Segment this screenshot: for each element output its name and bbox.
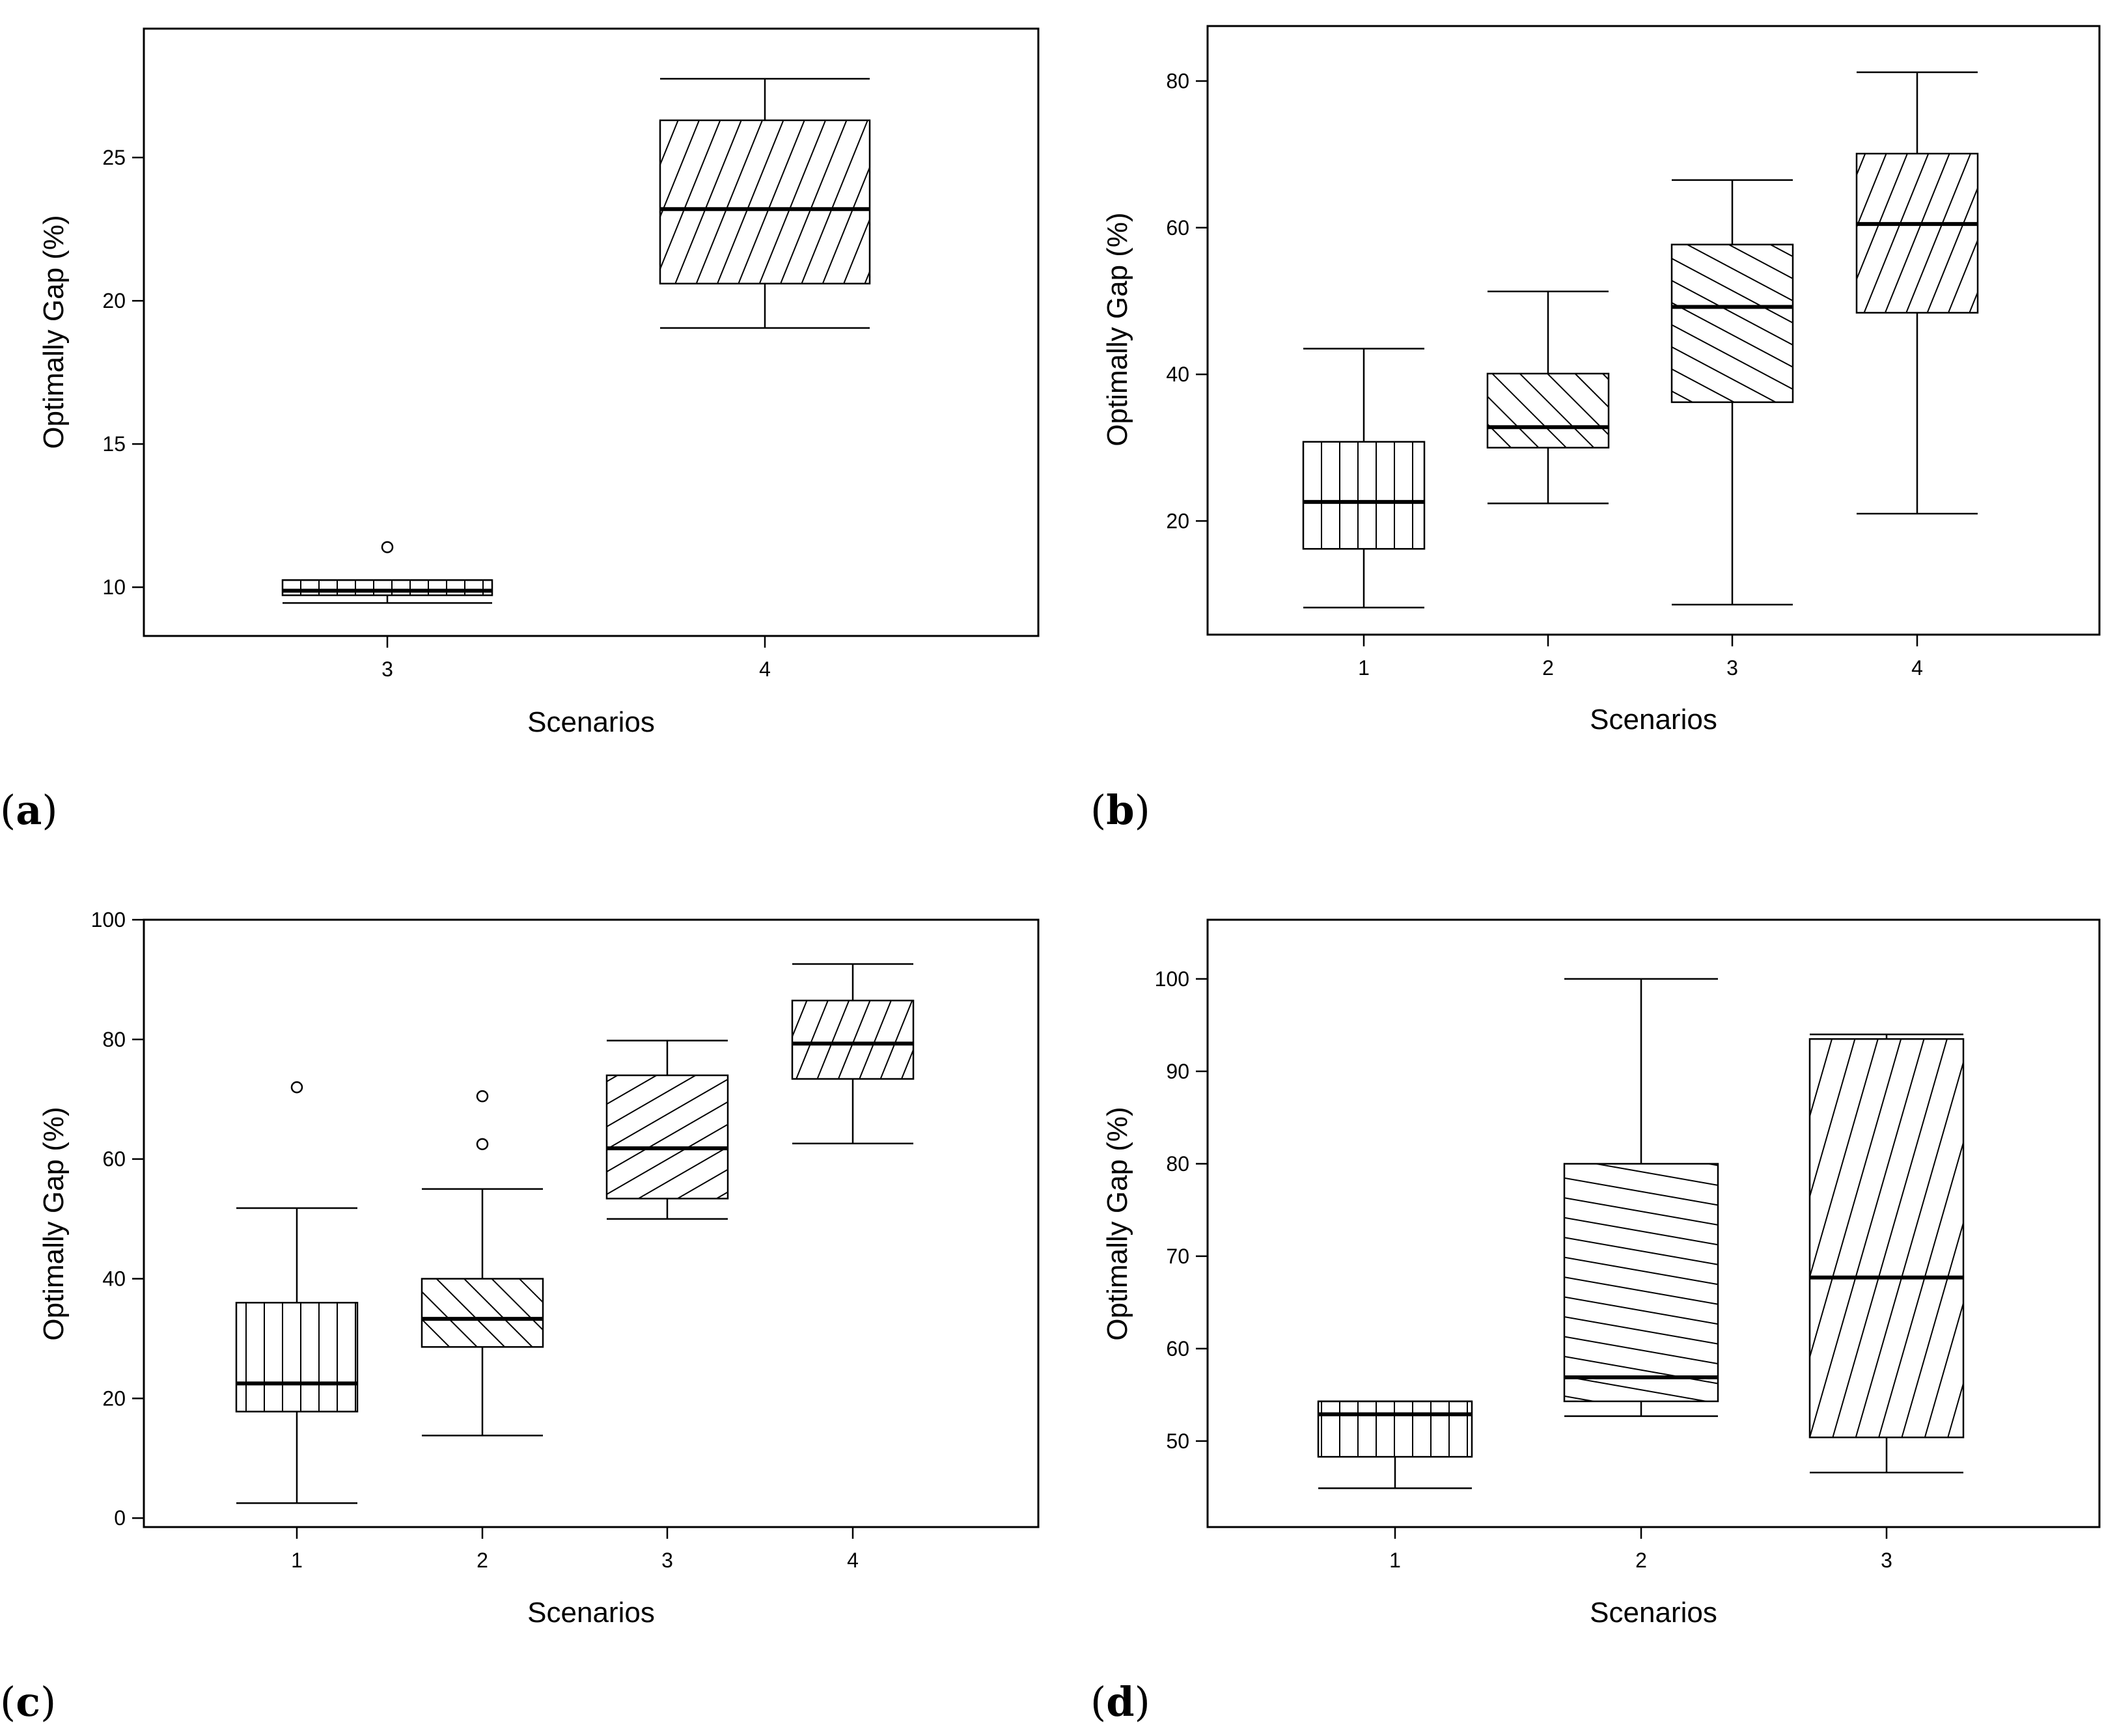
- chart-marks: 0 20 40 60 80 100 1 2 3 4: [91, 908, 915, 1572]
- y-tick-label: 80: [102, 1028, 126, 1051]
- y-tick-label: 70: [1166, 1245, 1189, 1268]
- box-iqr: [659, 119, 871, 284]
- y-tick-label: 20: [102, 1386, 126, 1410]
- panel-b: Optimally Gap (%) Scenarios (b) 20 40 60 80…: [1090, 25, 2101, 834]
- y-tick-label: 20: [102, 289, 126, 312]
- x-tick-label: 2: [477, 1549, 488, 1572]
- box-iqr: [235, 1302, 359, 1412]
- x-tick-label: 3: [381, 657, 393, 681]
- x-tick-label: 1: [291, 1549, 303, 1572]
- panel-letter: d: [1106, 1678, 1134, 1726]
- panel-a: Optimally Gap (%) Scenarios (a) 10 15 20 25…: [0, 27, 1040, 834]
- chart-marks: 20 40 60 80 1 2 3 4: [1166, 69, 1979, 680]
- x-tick-label: 2: [1542, 656, 1554, 680]
- y-tick-label: 100: [91, 908, 126, 931]
- panel-letter: b: [1106, 786, 1134, 834]
- x-tick-label: 4: [847, 1549, 859, 1572]
- outlier-point: [476, 1090, 489, 1103]
- y-axis-title: Optimally Gap (%): [38, 1107, 70, 1340]
- y-tick-label: 10: [102, 575, 126, 599]
- box-iqr: [421, 1278, 544, 1348]
- x-tick-label: 1: [1358, 656, 1370, 680]
- y-tick-label: 80: [1166, 69, 1189, 92]
- outlier-point: [381, 541, 394, 553]
- outlier-point: [476, 1138, 489, 1150]
- x-tick-label: 4: [759, 657, 771, 681]
- y-tick-label: 40: [102, 1267, 126, 1291]
- panel-label: (a): [0, 786, 58, 834]
- y-tick-label: 80: [1166, 1152, 1189, 1176]
- box-iqr: [791, 999, 915, 1080]
- x-tick-label: 3: [1881, 1549, 1892, 1572]
- outlier-point: [290, 1081, 303, 1094]
- plot-frame: [143, 27, 1040, 637]
- y-tick-label: 60: [1166, 216, 1189, 240]
- box-iqr: [1808, 1038, 1965, 1439]
- x-tick-label: 4: [1911, 656, 1923, 680]
- y-tick-label: 40: [1166, 363, 1189, 386]
- y-tick-label: 25: [102, 146, 126, 169]
- box-iqr: [1317, 1400, 1473, 1458]
- y-tick-label: 90: [1166, 1060, 1189, 1083]
- x-tick-label: 3: [661, 1549, 673, 1572]
- box-iqr: [1302, 441, 1426, 550]
- box-iqr: [1563, 1163, 1719, 1403]
- box-iqr: [1855, 152, 1979, 314]
- panel-label: (c): [0, 1678, 56, 1726]
- panel-c: Optimally Gap (%) Scenarios (c) 0 20 40 60 8…: [0, 908, 1040, 1726]
- panel-label: (d): [1090, 1678, 1150, 1726]
- plot-frame: [1206, 918, 2101, 1528]
- y-tick-label: 50: [1166, 1429, 1189, 1453]
- y-axis-title: Optimally Gap (%): [1101, 1107, 1133, 1340]
- panel-label: (b): [1090, 786, 1150, 834]
- y-tick-label: 0: [114, 1506, 126, 1530]
- chart-marks: 50 60 70 80 90 100 1 2 3: [1155, 967, 1965, 1572]
- box-iqr: [1486, 372, 1610, 448]
- plot-frame: [143, 918, 1040, 1528]
- x-axis-title: Scenarios: [1590, 1597, 1717, 1629]
- y-axis-title: Optimally Gap (%): [1101, 212, 1133, 446]
- panel-letter: c: [16, 1678, 40, 1726]
- x-axis-title: Scenarios: [527, 706, 655, 738]
- box-iqr: [1670, 243, 1794, 404]
- y-tick-label: 100: [1155, 967, 1189, 991]
- y-tick-label: 20: [1166, 509, 1189, 532]
- box-iqr: [281, 579, 493, 596]
- x-axis-title: Scenarios: [527, 1597, 655, 1629]
- x-tick-label: 2: [1635, 1549, 1647, 1572]
- y-axis-title: Optimally Gap (%): [38, 215, 70, 448]
- chart-marks: 10 15 20 25 3 4: [102, 77, 871, 681]
- panel-letter: a: [16, 786, 42, 834]
- y-tick-label: 60: [1166, 1337, 1189, 1360]
- panel-d: Optimally Gap (%) Scenarios (d) 50 60 70 80…: [1090, 918, 2101, 1726]
- plot-frame: [1206, 25, 2101, 636]
- y-tick-label: 60: [102, 1148, 126, 1171]
- y-tick-label: 15: [102, 432, 126, 456]
- x-axis-title: Scenarios: [1590, 704, 1717, 736]
- x-tick-label: 3: [1726, 656, 1738, 680]
- box-iqr: [605, 1074, 729, 1200]
- x-tick-label: 1: [1389, 1549, 1401, 1572]
